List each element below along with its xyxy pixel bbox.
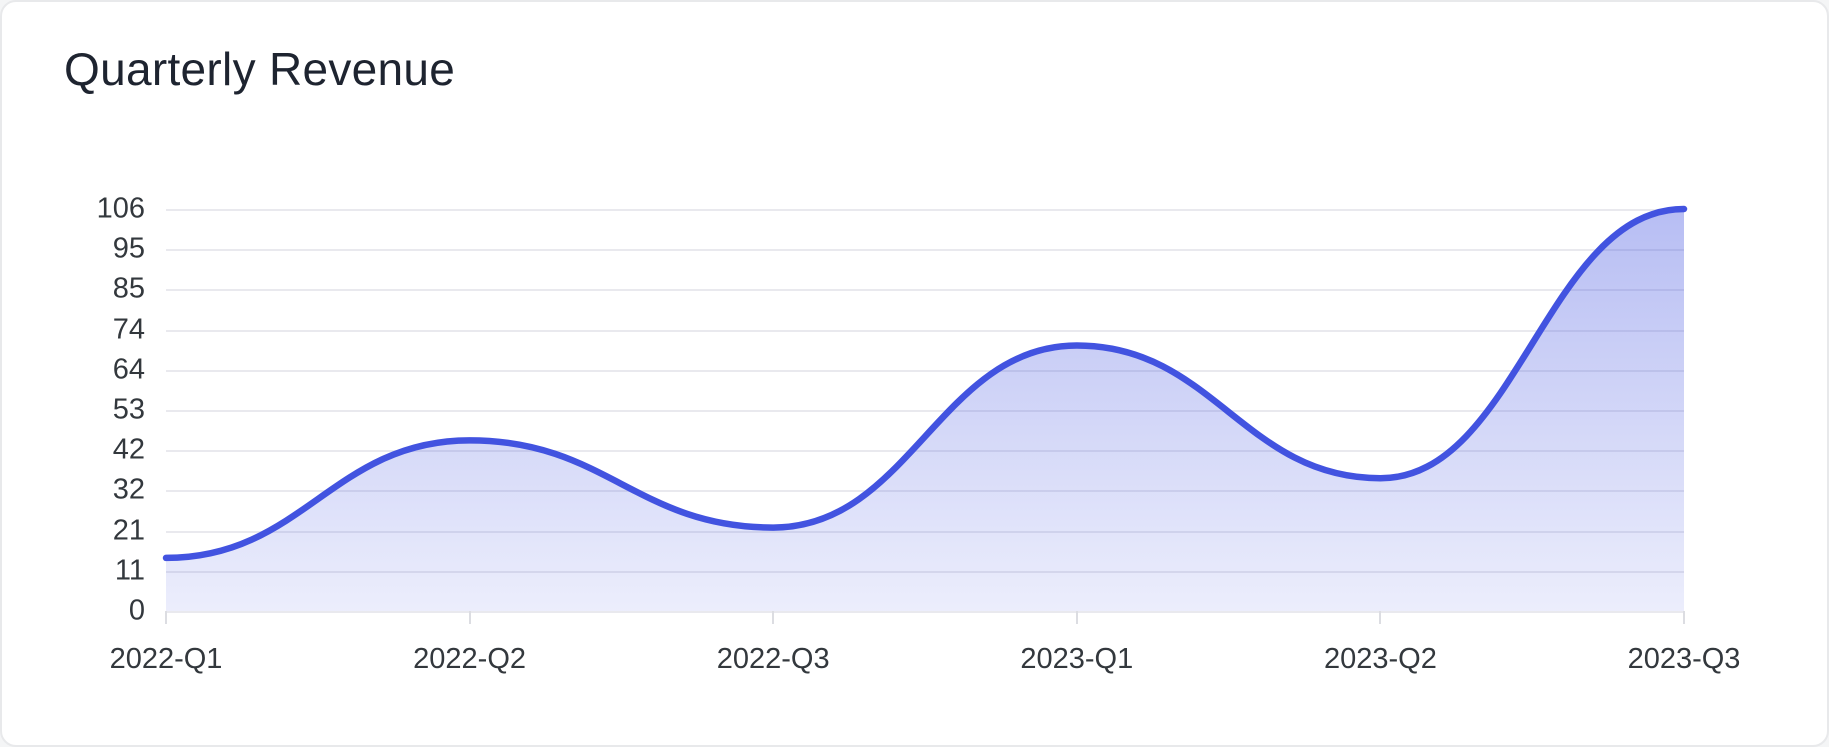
gridline: [166, 209, 1684, 211]
y-axis-label: 21: [112, 514, 145, 547]
x-axis-label: 2023-Q3: [1627, 643, 1741, 675]
x-axis-label: 2022-Q3: [716, 643, 830, 675]
gridline: [166, 289, 1684, 292]
y-axis-label: 74: [112, 313, 145, 346]
revenue-area-chart: [162, 205, 1688, 611]
x-axis-label: 2023-Q2: [1323, 643, 1437, 675]
x-axis-tick: [1379, 611, 1382, 624]
gridline: [166, 410, 1684, 412]
gridline: [166, 611, 1684, 613]
y-axis-label: 106: [96, 192, 145, 225]
x-axis-tick: [468, 611, 471, 624]
x-axis-label: 2022-Q2: [413, 643, 527, 675]
x-axis-tick: [772, 611, 775, 624]
gridline: [166, 369, 1684, 372]
y-axis-label: 85: [112, 272, 145, 305]
x-axis-tick: [1075, 611, 1078, 624]
revenue-line: [162, 205, 1688, 562]
chart-title: Quarterly Revenue: [64, 43, 456, 95]
x-axis-tick: [165, 611, 167, 624]
y-axis: 106 95 85 74 64 53 42 32 21 11 0: [25, 193, 145, 627]
gridline: [166, 329, 1684, 332]
chart-plot-area: [162, 205, 1688, 613]
x-axis-label: 2022-Q1: [109, 643, 223, 675]
y-axis-label: 95: [112, 232, 145, 265]
y-axis-label: 11: [114, 554, 145, 587]
y-axis-label: 42: [112, 433, 145, 466]
y-axis-label: 32: [112, 473, 145, 506]
y-axis-label: 64: [112, 353, 145, 386]
y-axis-label: 0: [128, 594, 145, 627]
x-axis-tick: [1683, 611, 1685, 624]
y-axis-label: 53: [112, 393, 145, 426]
x-axis-label: 2023-Q1: [1020, 643, 1134, 675]
gridline: [166, 249, 1684, 252]
area-fill: [166, 209, 1684, 611]
